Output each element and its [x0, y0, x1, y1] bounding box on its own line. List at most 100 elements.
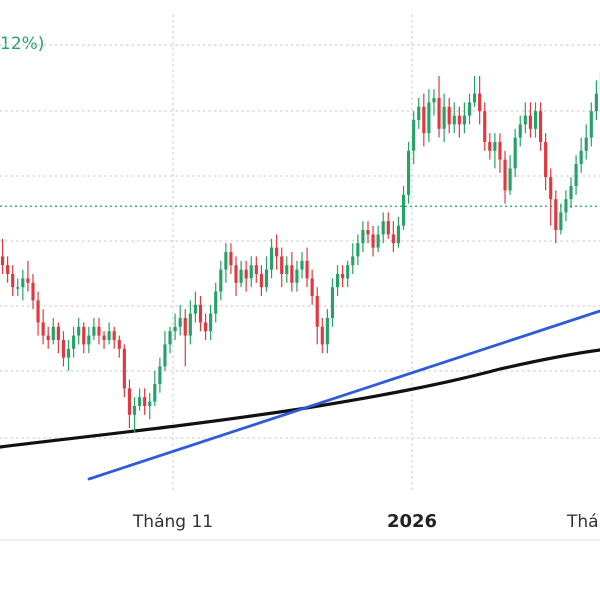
candle-body — [82, 326, 86, 345]
candle-body — [148, 401, 152, 406]
candle — [295, 260, 299, 292]
candle-body — [16, 287, 20, 289]
candle — [503, 150, 507, 204]
candle — [87, 326, 91, 354]
candle-body — [325, 318, 329, 345]
candle-body — [56, 326, 60, 340]
candle-body — [508, 168, 512, 191]
candle-body — [513, 137, 517, 169]
candle — [447, 98, 451, 134]
candle-body — [584, 137, 588, 151]
candle — [72, 326, 76, 358]
candle-body — [396, 225, 401, 244]
candle — [158, 357, 162, 393]
candle — [31, 274, 35, 310]
candle — [117, 335, 121, 358]
candle — [528, 102, 532, 138]
candle — [310, 269, 314, 305]
x-tick-label: Tháng — [566, 512, 600, 532]
candle — [163, 331, 167, 371]
candle — [305, 247, 309, 288]
candle-body — [6, 265, 10, 274]
candle-body — [112, 331, 116, 340]
candle — [559, 203, 563, 235]
grid-lines — [0, 14, 600, 493]
candle — [132, 397, 137, 433]
candle — [224, 243, 228, 283]
candle-body — [594, 93, 598, 112]
candle-body — [36, 300, 40, 323]
candle-body — [122, 348, 126, 389]
candle-body — [92, 326, 96, 336]
candle — [46, 326, 50, 349]
candle — [229, 243, 233, 274]
candle — [544, 133, 548, 191]
candle-body — [391, 234, 395, 244]
candle — [51, 318, 55, 345]
candle — [396, 216, 401, 248]
candle — [244, 260, 248, 292]
candle-body — [442, 106, 446, 129]
candle-body — [371, 234, 375, 248]
candle-body — [427, 102, 431, 134]
candle — [493, 133, 497, 169]
candle — [569, 177, 573, 208]
candle — [407, 142, 411, 204]
candle — [214, 282, 218, 323]
candle-body — [549, 177, 553, 200]
candle — [346, 260, 350, 288]
candle — [457, 106, 461, 138]
candle-body — [533, 111, 538, 129]
candle — [183, 309, 187, 367]
candle-body — [97, 326, 101, 336]
candle-body — [275, 247, 279, 257]
candle-body — [295, 269, 299, 283]
candle — [198, 296, 203, 332]
candle-body — [523, 115, 527, 125]
candle — [82, 322, 86, 354]
candle-body — [66, 348, 71, 358]
candle-body — [518, 124, 522, 138]
candle — [26, 260, 30, 292]
candle — [584, 124, 588, 160]
candle-body — [224, 252, 228, 270]
candle — [483, 102, 487, 151]
candle-body — [229, 252, 233, 266]
x-tick-label: 2026 — [387, 511, 437, 532]
candle-body — [417, 106, 421, 120]
candle-body — [341, 274, 345, 279]
candle — [148, 392, 152, 420]
candle-body — [214, 291, 218, 314]
candle — [173, 313, 177, 340]
candle — [564, 190, 568, 222]
candle-body — [51, 326, 55, 340]
candle-body — [285, 265, 289, 274]
candle — [472, 76, 477, 107]
candle-body — [249, 265, 253, 279]
candle — [513, 128, 517, 178]
x-axis: Tháng 11 2026 Tháng — [132, 511, 600, 532]
candle-body — [21, 278, 25, 288]
candle-body — [11, 274, 15, 288]
moving-average-group — [0, 348, 600, 449]
candle-body — [203, 322, 208, 332]
candle-body — [498, 142, 502, 160]
candle — [112, 326, 116, 349]
candle-body — [356, 243, 360, 257]
candle — [427, 89, 431, 142]
candle-body — [188, 313, 192, 336]
candle-body — [127, 388, 132, 415]
candle — [417, 98, 421, 129]
candle-body — [209, 313, 213, 332]
candle-body — [381, 221, 385, 235]
candle — [127, 379, 132, 428]
candle — [234, 256, 238, 296]
candle — [178, 304, 182, 336]
candle — [11, 265, 15, 296]
candle-body — [437, 98, 441, 129]
candle-body — [269, 247, 274, 270]
candle-body — [280, 256, 284, 274]
candle — [422, 93, 426, 147]
candle-body — [219, 269, 223, 292]
candle-body — [462, 115, 466, 125]
